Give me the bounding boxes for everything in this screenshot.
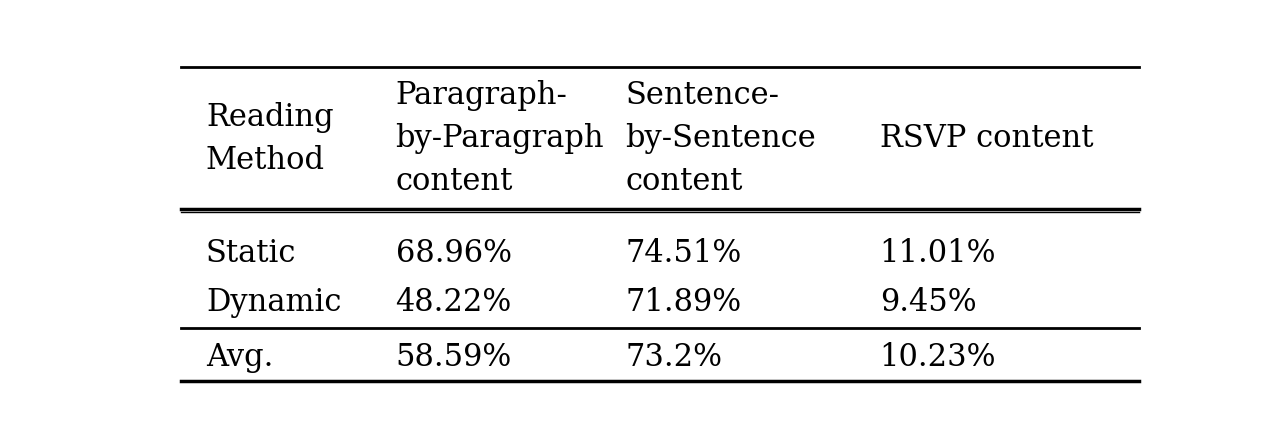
Text: 58.59%: 58.59%: [395, 342, 511, 373]
Text: 71.89%: 71.89%: [625, 287, 742, 318]
Text: Avg.: Avg.: [206, 342, 273, 373]
Text: 74.51%: 74.51%: [625, 238, 742, 269]
Text: 10.23%: 10.23%: [880, 342, 996, 373]
Text: RSVP content: RSVP content: [880, 123, 1094, 154]
Text: 9.45%: 9.45%: [880, 287, 976, 318]
Text: 48.22%: 48.22%: [395, 287, 511, 318]
Text: 73.2%: 73.2%: [625, 342, 723, 373]
Text: 68.96%: 68.96%: [395, 238, 511, 269]
Text: Reading
Method: Reading Method: [206, 102, 334, 176]
Text: Sentence-
by-Sentence
content: Sentence- by-Sentence content: [625, 80, 815, 197]
Text: Paragraph-
by-Paragraph
content: Paragraph- by-Paragraph content: [395, 80, 604, 197]
Text: 11.01%: 11.01%: [880, 238, 996, 269]
Text: Dynamic: Dynamic: [206, 287, 341, 318]
Text: Static: Static: [206, 238, 296, 269]
